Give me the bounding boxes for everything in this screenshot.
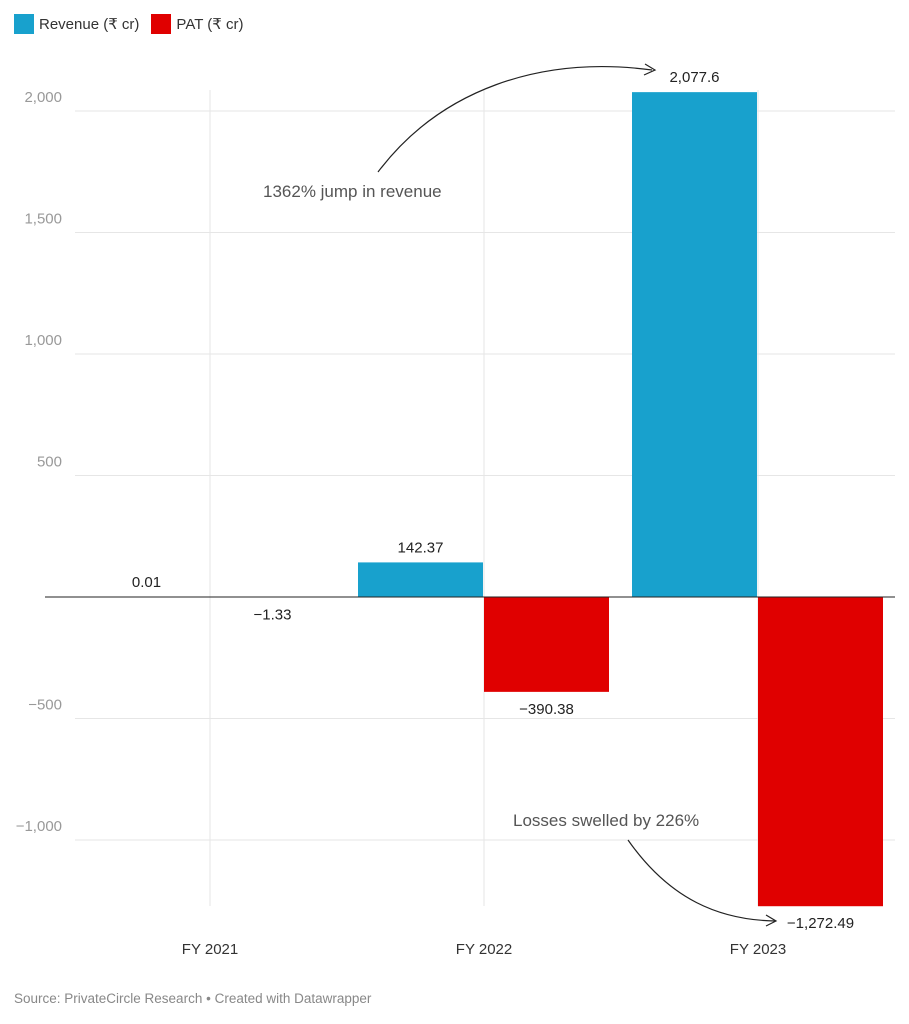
- bar-pat: [484, 597, 609, 692]
- legend-item-revenue: Revenue (₹ cr): [14, 14, 139, 34]
- y-tick-label: −500: [28, 697, 62, 714]
- y-tick-label: 1,500: [24, 211, 62, 228]
- x-tick-label: FY 2021: [182, 941, 238, 958]
- data-label: 0.01: [132, 574, 161, 591]
- data-label: −1.33: [254, 606, 292, 623]
- y-tick-label: 1,000: [24, 332, 62, 349]
- annotation-revenue: 1362% jump in revenue: [263, 182, 442, 201]
- x-tick-label: FY 2022: [456, 941, 512, 958]
- annotation-arrow: [627, 839, 776, 922]
- legend-item-pat: PAT (₹ cr): [151, 14, 243, 34]
- arrowhead: [643, 63, 657, 76]
- y-tick-label: 2,000: [24, 89, 62, 106]
- y-tick-label: 500: [37, 454, 62, 471]
- annotation-arrow: [377, 66, 653, 173]
- legend-label: PAT (₹ cr): [176, 16, 244, 33]
- legend-swatch-revenue: [14, 14, 34, 34]
- bar-pat: [758, 597, 883, 907]
- legend-swatch-pat: [151, 14, 172, 34]
- bar-revenue: [632, 92, 757, 598]
- bar-revenue: [358, 562, 483, 597]
- data-label: −390.38: [519, 701, 574, 718]
- annotation-losses: Losses swelled by 226%: [513, 811, 699, 830]
- data-label: −1,272.49: [787, 915, 854, 932]
- arrowhead: [765, 914, 778, 927]
- footer: Source: PrivateCircle Research • Created…: [14, 991, 371, 1006]
- y-tick-label: −1,000: [16, 818, 62, 835]
- legend-label: Revenue (₹ cr): [39, 16, 140, 33]
- data-label: 2,077.6: [669, 69, 719, 86]
- source-text: Source: PrivateCircle Research: [14, 991, 203, 1006]
- legend: Revenue (₹ cr) PAT (₹ cr): [14, 14, 255, 34]
- x-tick-label: FY 2023: [730, 941, 786, 958]
- data-label: 142.37: [398, 539, 444, 556]
- credit-link[interactable]: • Created with Datawrapper: [206, 991, 372, 1006]
